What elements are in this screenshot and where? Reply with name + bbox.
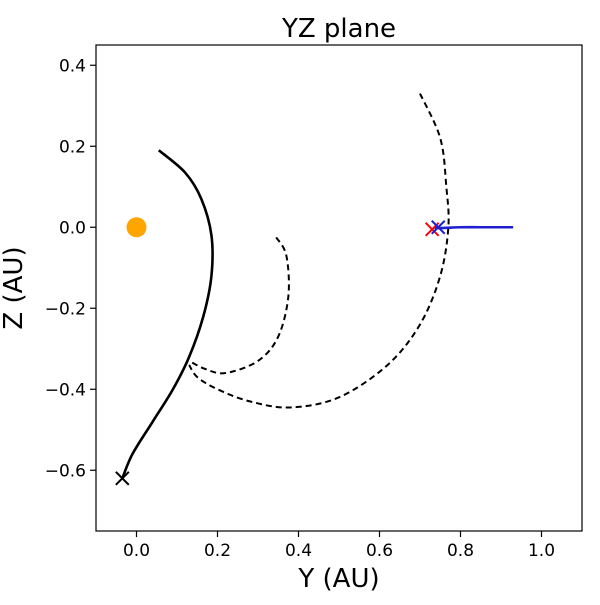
x-tick-label: 0.4: [285, 541, 312, 561]
series-group: [115, 93, 514, 486]
y-tick-label: −0.6: [45, 461, 86, 481]
chart-title: YZ plane: [281, 14, 396, 44]
x-tick-label: 0.2: [204, 541, 231, 561]
series-line-3: [433, 225, 514, 230]
marker-circle-0: [126, 217, 147, 238]
series-line-1: [188, 236, 290, 375]
y-tick-label: −0.4: [45, 380, 86, 400]
y-tick-label: 0.0: [59, 218, 86, 238]
x-tick-label: 0.8: [447, 541, 474, 561]
y-tick-label: 0.2: [59, 137, 86, 157]
marker-x-stroke-b-1: [115, 471, 130, 486]
x-tick-label: 1.0: [528, 541, 555, 561]
marker-x-stroke-b-3: [431, 220, 446, 235]
plot-layer: [115, 93, 514, 486]
y-axis-label: Z (AU): [0, 246, 29, 329]
marker-x-3: [431, 220, 446, 235]
plot-frame: [95, 44, 583, 532]
marker-x-1: [115, 471, 130, 486]
series-line-2: [188, 93, 450, 409]
y-tick-label: −0.2: [45, 299, 86, 319]
y-tick-label: 0.4: [59, 56, 86, 76]
series-line-0: [121, 149, 214, 479]
x-tick-label: 0.6: [366, 541, 393, 561]
axis-layer: 0.0 0.2 0.4 0.6 0.8 1.0 −0.6 −0.4 −0.2 0.0 0.2 0.4: [45, 56, 555, 561]
x-tick-label: 0.0: [123, 541, 150, 561]
x-axis-label: Y (AU): [297, 564, 379, 594]
